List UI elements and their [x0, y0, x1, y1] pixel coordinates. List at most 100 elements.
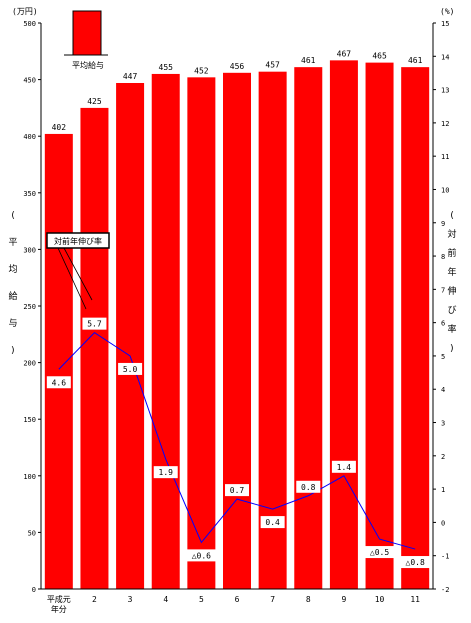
left-tick-label: 200 — [23, 360, 36, 368]
legend-bar-label: 平均給与 — [72, 60, 104, 70]
right-tick-label: 8 — [441, 253, 445, 261]
right-tick-label: 7 — [441, 286, 445, 294]
right-tick-label: 15 — [441, 20, 449, 28]
category-label: 2 — [92, 595, 97, 604]
left-tick-label: 350 — [23, 190, 36, 198]
right-axis-title-char: 対 — [447, 228, 456, 240]
rate-label-box — [364, 546, 395, 559]
right-tick-label: 9 — [441, 220, 445, 228]
category-label: 5 — [199, 595, 204, 604]
left-tick-label: 400 — [23, 133, 36, 141]
bar — [187, 77, 216, 589]
bar-value-label: 402 — [52, 123, 67, 132]
bar-value-label: 425 — [87, 97, 102, 106]
rate-label-box — [225, 484, 249, 497]
rate-value-label: △0.8 — [406, 558, 425, 567]
bar-value-label: 461 — [301, 56, 316, 65]
category-label: 10 — [375, 595, 385, 604]
right-axis-title-char: 年 — [447, 266, 456, 278]
right-tick-label: 11 — [441, 153, 449, 161]
rate-value-label: 5.0 — [123, 365, 138, 374]
right-axis-title-char: ) — [449, 344, 454, 354]
right-axis-title: (対前年伸び率) — [447, 211, 456, 354]
left-axis-title-char: 給 — [8, 290, 17, 302]
category-label: 6 — [235, 595, 240, 604]
rate-label-box — [46, 376, 71, 389]
rate-value-label: 1.9 — [159, 468, 174, 477]
right-tick-label: 3 — [441, 420, 445, 428]
rate-value-label: 0.4 — [265, 518, 280, 527]
right-tick-label: 1 — [441, 486, 445, 494]
right-tick-label: 13 — [441, 87, 449, 95]
bar — [329, 60, 358, 589]
right-tick-label: 0 — [441, 519, 445, 527]
rate-label-box — [82, 317, 107, 330]
category-label: 9 — [341, 595, 346, 604]
bar-value-label: 467 — [337, 49, 352, 58]
right-tick-label: 2 — [441, 453, 445, 461]
bars-layer — [44, 60, 430, 590]
right-tick-label: 10 — [441, 186, 449, 194]
rate-label-box — [296, 480, 321, 493]
bar-value-label: 447 — [123, 72, 138, 81]
bar-value-label: 457 — [265, 61, 280, 70]
left-axis-title-char: ( — [10, 211, 15, 221]
left-tick-label: 0 — [32, 586, 36, 594]
right-tick-label: 5 — [441, 353, 445, 361]
bar — [151, 73, 180, 589]
left-unit-label: (万円) — [12, 7, 38, 16]
right-axis-title-char: び — [447, 305, 456, 316]
legend-bar-swatch — [72, 10, 102, 56]
rate-label-box — [153, 466, 178, 479]
legend-leader-line — [63, 247, 93, 301]
right-tick-label: -1 — [441, 553, 449, 561]
left-tick-label: 250 — [23, 303, 36, 311]
category-label: 11 — [410, 595, 420, 604]
labels-layer: 402 425 447 455 452 456 457 461 467 465 461 4.6 5.7 5… — [46, 49, 431, 569]
right-tick-label: 12 — [441, 120, 449, 128]
right-axis-title-char: 前 — [447, 247, 456, 259]
left-axis-title-char: 平 — [8, 237, 17, 248]
category-label: 3 — [128, 595, 133, 604]
bar-value-label: 465 — [372, 52, 387, 61]
right-tick-label: 6 — [441, 320, 445, 328]
rate-label-box — [400, 556, 431, 569]
bar-value-label: 461 — [408, 56, 423, 65]
bar-value-label: 456 — [230, 62, 245, 71]
left-tick-label: 100 — [23, 473, 36, 481]
category-label: 平成元年分 — [47, 594, 71, 614]
rate-value-label: 1.4 — [337, 463, 352, 472]
rate-label-box — [260, 516, 285, 529]
legend-line-label: 対前年伸び率 — [54, 236, 102, 246]
right-tick-label: -2 — [441, 586, 449, 594]
rate-value-label: 5.7 — [87, 320, 102, 329]
left-tick-label: 300 — [23, 246, 36, 254]
bar-value-label: 452 — [194, 66, 209, 75]
left-axis-title-char: 与 — [8, 318, 17, 329]
bar — [80, 107, 109, 590]
category-label: 4 — [163, 595, 168, 604]
legend-line-box — [46, 232, 110, 249]
rate-label-box — [118, 362, 143, 375]
left-axis-title-char: ) — [10, 346, 15, 356]
right-axis-title-char: 伸 — [447, 285, 456, 297]
left-tick-label: 450 — [23, 77, 36, 85]
bar — [258, 71, 287, 589]
growth-rate-line — [58, 331, 416, 550]
left-tick-label: 50 — [28, 529, 36, 537]
right-axis-title-char: 率 — [447, 323, 456, 335]
rate-value-label: △0.5 — [370, 548, 389, 557]
left-tick-label: 150 — [23, 416, 36, 424]
left-tick-label: 500 — [23, 20, 36, 28]
rate-value-label: 0.8 — [301, 483, 316, 492]
legend-leader-line — [57, 247, 87, 310]
right-tick-label: 14 — [441, 53, 449, 61]
rate-label-box — [186, 549, 217, 562]
right-unit-label: (%) — [440, 7, 454, 16]
bar — [401, 67, 430, 589]
category-label: 8 — [306, 595, 311, 604]
bar — [294, 67, 323, 589]
line-layer — [58, 331, 416, 550]
